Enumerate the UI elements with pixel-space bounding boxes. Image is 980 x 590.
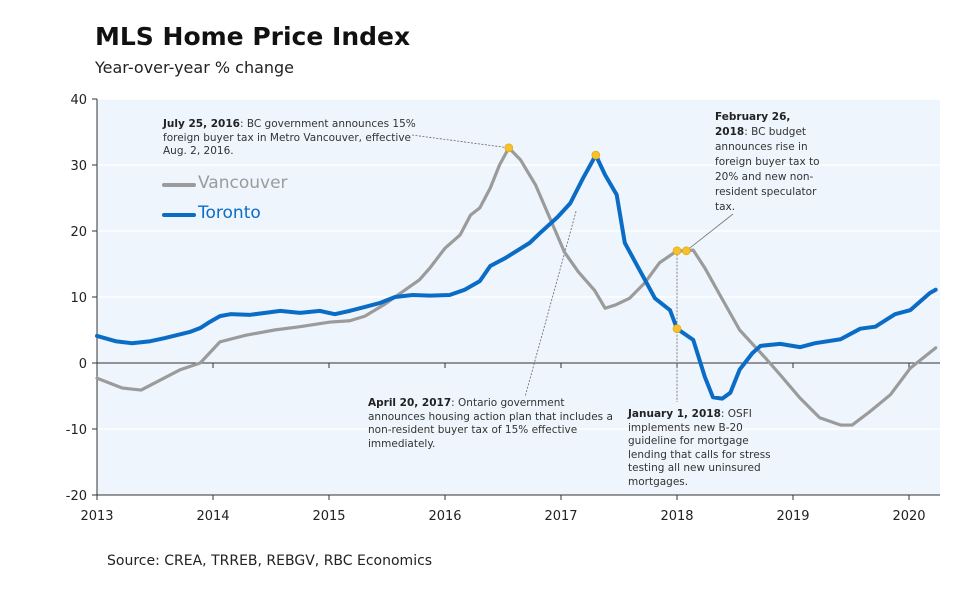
annotation-april-2017: April 20, 2017: Ontario government annou…: [368, 397, 618, 451]
annotation-text: : OSFI implements new B-20 guideline for…: [628, 408, 771, 488]
x-tick-label: 2015: [312, 509, 345, 524]
legend-swatch-vancouver: [162, 183, 196, 187]
leader-line-april-2017: [524, 211, 577, 398]
leader-line-july-2016: [411, 134, 509, 149]
source-note: Source: CREA, TRREB, REBGV, RBC Economic…: [107, 553, 433, 569]
x-tick-label: 2018: [660, 509, 693, 524]
y-tick-label: -20: [66, 489, 87, 504]
annotation-text: : BC budget announces rise in foreign bu…: [715, 126, 820, 213]
series-line-vancouver: [95, 146, 938, 427]
annotation-text: : BC government announces 15% foreign bu…: [163, 118, 416, 157]
y-tick-label: 20: [70, 225, 87, 240]
annotation-jan-2018: January 1, 2018: OSFI implements new B-2…: [628, 408, 788, 489]
annotation-date: April 20, 2017: [368, 397, 452, 409]
event-marker: [504, 143, 514, 153]
annotation-july-2016: July 25, 2016: BC government announces 1…: [163, 118, 423, 159]
event-marker: [681, 246, 691, 256]
legend-label-vancouver: Vancouver: [198, 173, 288, 193]
annotation-text: : Ontario government announces housing a…: [368, 397, 613, 450]
y-tick-label: -10: [66, 423, 87, 438]
legend-swatch-toronto: [162, 213, 196, 217]
x-tick-label: 2016: [428, 509, 461, 524]
event-marker: [672, 324, 682, 333]
event-marker: [591, 150, 601, 160]
leader-line-feb-2018: [686, 213, 734, 252]
x-tick-label: 2014: [196, 509, 229, 524]
chart-title: MLS Home Price Index: [95, 22, 411, 51]
x-tick-label: 2019: [776, 509, 809, 524]
y-tick-label: 10: [70, 291, 87, 306]
x-tick-label: 2017: [544, 509, 577, 524]
y-tick-label: 30: [70, 159, 87, 174]
chart-subtitle: Year-over-year % change: [95, 58, 295, 77]
annotation-feb-2018: February 26, 2018: BC budget announces r…: [715, 110, 825, 215]
series-line-toronto: [95, 153, 938, 401]
event-marker: [672, 246, 682, 256]
legend-label-toronto: Toronto: [198, 203, 261, 223]
annotation-date: February 26, 2018: [715, 111, 791, 138]
y-tick-label: 0: [79, 357, 87, 372]
annotation-date: July 25, 2016: [163, 118, 240, 130]
x-tick-label: 2020: [892, 509, 925, 524]
annotation-date: January 1, 2018: [628, 408, 721, 420]
y-tick-label: 40: [70, 93, 87, 108]
x-tick-label: 2013: [80, 509, 113, 524]
